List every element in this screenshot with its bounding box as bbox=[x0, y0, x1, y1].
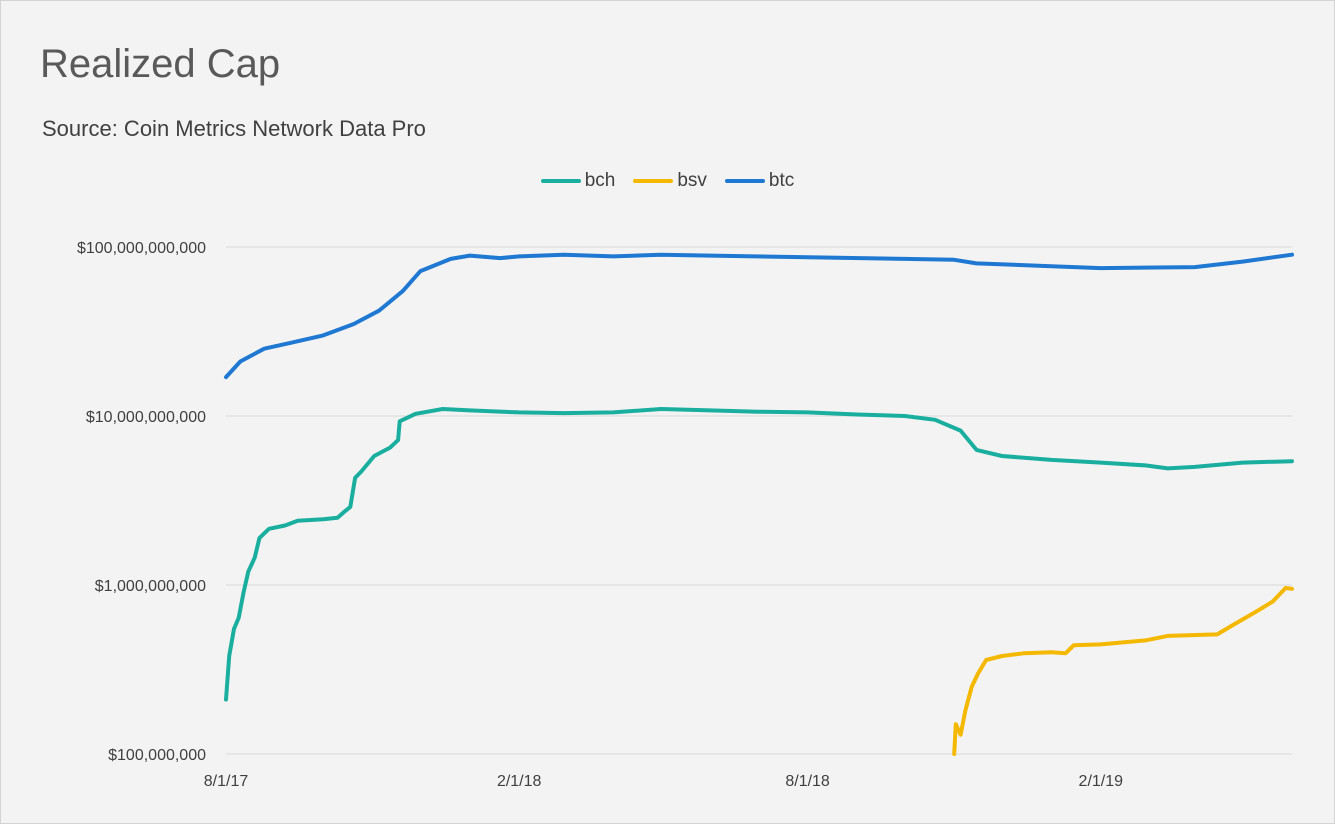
y-tick-label-1: $1,000,000,000 bbox=[95, 578, 206, 595]
series-line-bch bbox=[224, 407, 1294, 702]
y-tick-label-2: $10,000,000,000 bbox=[86, 409, 206, 426]
legend-label-btc: btc bbox=[768, 170, 795, 191]
x-tick-label-1: 2/1/18 bbox=[497, 773, 542, 790]
legend-item-bch: bch bbox=[540, 170, 616, 192]
series-line-btc bbox=[224, 252, 1294, 380]
legend-swatch-bsv bbox=[633, 179, 674, 183]
legend-label-bch: bch bbox=[584, 170, 616, 191]
series-line-bsv bbox=[952, 586, 1294, 756]
legend-item-bsv: bsv bbox=[633, 170, 707, 192]
legend-swatch-btc bbox=[724, 179, 765, 183]
legend-label-bsv: bsv bbox=[677, 170, 707, 191]
chart-subtitle: Source: Coin Metrics Network Data Pro bbox=[42, 116, 426, 141]
legend-swatch-bch bbox=[540, 179, 581, 183]
legend-item-btc: btc bbox=[724, 170, 795, 192]
legend: bch bsv btc bbox=[0, 170, 1335, 192]
y-tick-label-3: $100,000,000,000 bbox=[77, 240, 206, 257]
x-tick-label-2: 8/1/18 bbox=[785, 773, 830, 790]
chart-title: Realized Cap bbox=[40, 42, 281, 86]
x-tick-label-3: 2/1/19 bbox=[1079, 773, 1124, 790]
x-tick-label-0: 8/1/17 bbox=[204, 773, 249, 790]
y-tick-label-0: $100,000,000 bbox=[108, 747, 206, 764]
